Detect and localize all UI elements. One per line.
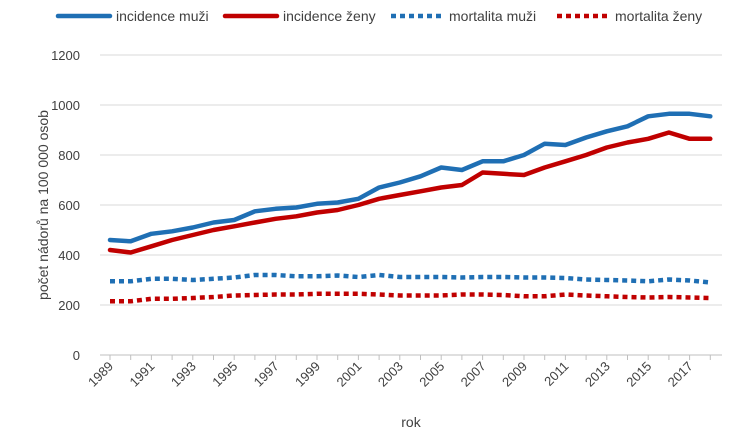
axes: 0 200 400 600 800 1000 1200 1989 1991 1993 1995 199… bbox=[51, 48, 722, 390]
y-tick-label: 1000 bbox=[51, 98, 80, 113]
y-tick-label: 400 bbox=[58, 248, 80, 263]
x-tick-label: 2015 bbox=[623, 359, 654, 390]
x-tick-label: 2011 bbox=[541, 359, 571, 389]
legend: incidence muži incidence ženy mortalita mu… bbox=[55, 8, 702, 24]
y-tick-label: 600 bbox=[58, 198, 80, 213]
x-tick-label: 2009 bbox=[499, 359, 530, 390]
x-tick-label: 1993 bbox=[168, 359, 199, 390]
x-tick-label: 2007 bbox=[458, 359, 489, 390]
legend-label-2: incidence ženy bbox=[283, 8, 376, 24]
series-line-3 bbox=[110, 272, 711, 285]
x-tick-label: 2001 bbox=[333, 359, 364, 390]
y-tick-label: 800 bbox=[58, 148, 80, 163]
legend-label-4: mortalita ženy bbox=[615, 8, 702, 24]
series-line-4 bbox=[110, 291, 711, 304]
x-tick-label: 2017 bbox=[665, 359, 696, 390]
gridlines bbox=[100, 54, 722, 306]
y-tick-label: 0 bbox=[73, 348, 80, 363]
x-tick-label: 2003 bbox=[375, 359, 406, 390]
series-line-1 bbox=[107, 111, 713, 244]
x-tick-label: 1989 bbox=[85, 359, 116, 390]
x-tick-label: 1995 bbox=[209, 359, 240, 390]
x-tick-label: 2005 bbox=[416, 359, 447, 390]
y-axis-title: počet nádorů na 100 000 osob bbox=[35, 110, 51, 300]
y-tick-label: 200 bbox=[58, 298, 80, 313]
x-tick-label: 1999 bbox=[292, 359, 323, 390]
x-axis-title: rok bbox=[401, 414, 421, 430]
legend-label-3: mortalita muži bbox=[449, 8, 536, 24]
x-tick-label: 2013 bbox=[582, 359, 613, 390]
series-line-2 bbox=[107, 130, 713, 255]
x-tick-label: 1991 bbox=[126, 359, 157, 390]
series-lines bbox=[107, 111, 713, 304]
x-tick-label: 1997 bbox=[251, 359, 282, 390]
y-tick-label: 1200 bbox=[51, 48, 80, 63]
legend-label-1: incidence muži bbox=[116, 8, 209, 24]
